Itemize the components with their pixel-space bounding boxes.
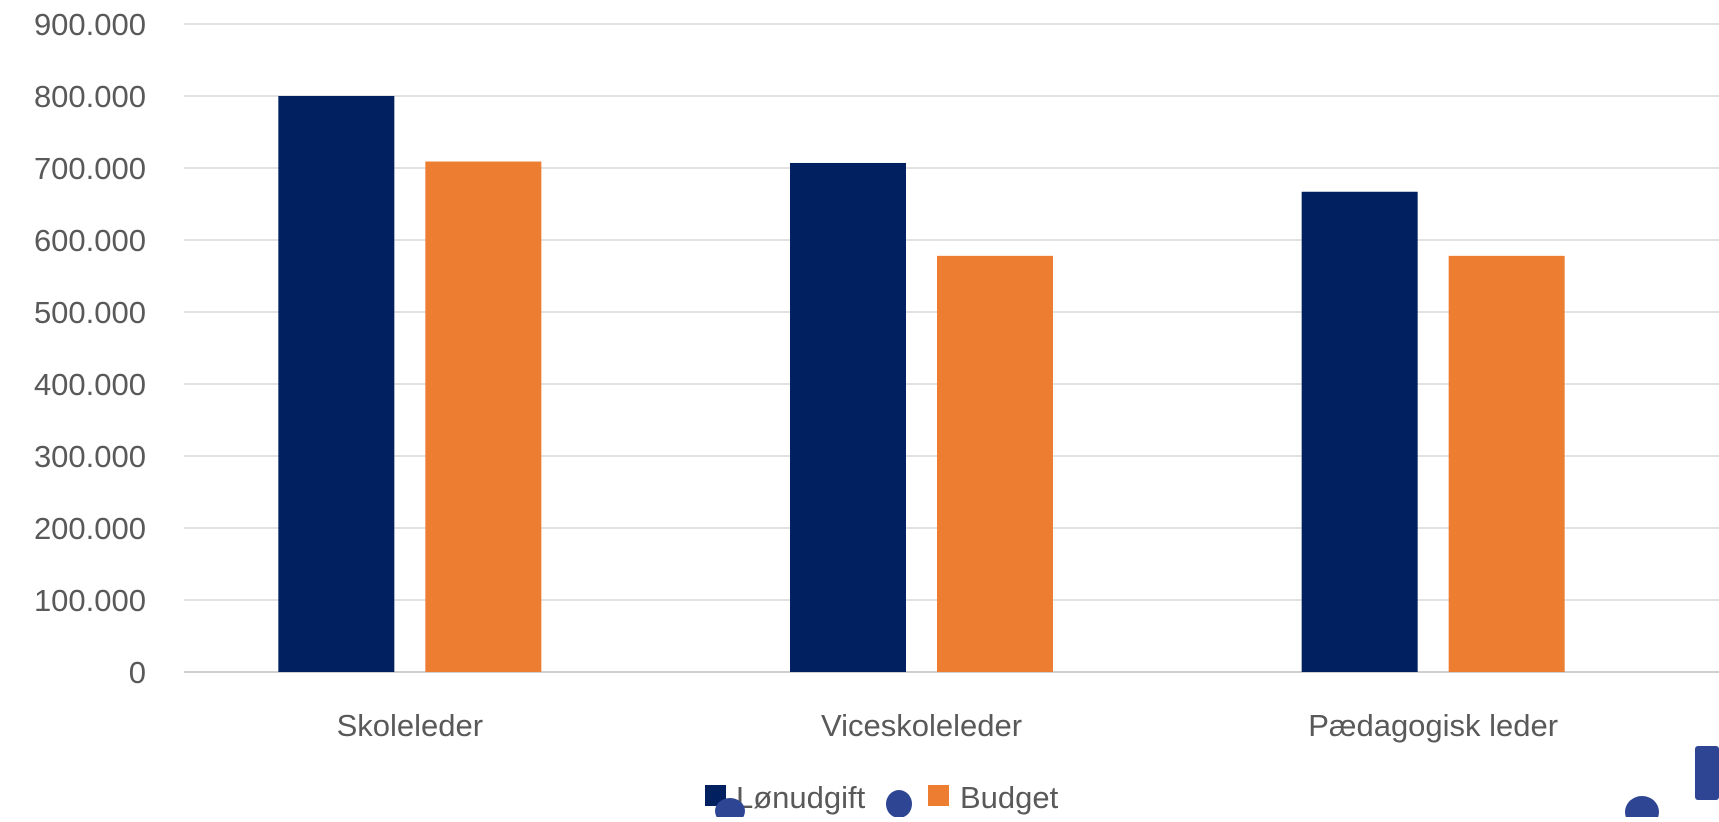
- x-category-label: Skoleleder: [337, 708, 483, 743]
- bar-lonudgift-2: [1301, 191, 1418, 672]
- decor-blob-left: [715, 798, 745, 822]
- decor-blob-right: [1625, 796, 1659, 822]
- bar-budget-0: [425, 161, 542, 672]
- y-tick-label: 500.000: [34, 295, 146, 330]
- y-tick-label: 700.000: [34, 151, 146, 186]
- bar-lonudgift-0: [278, 96, 395, 672]
- bars: [278, 96, 1565, 672]
- legend-label-budget: Budget: [960, 780, 1059, 815]
- legend: Lønudgift Budget: [705, 780, 1059, 815]
- y-tick-label: 100.000: [34, 583, 146, 618]
- decor-shape-corner: [1695, 746, 1719, 800]
- bar-lonudgift-1: [790, 162, 906, 672]
- legend-swatch-budget: [928, 785, 949, 806]
- y-tick-label: 200.000: [34, 511, 146, 546]
- bar-budget-1: [937, 255, 1053, 672]
- y-tick-label: 300.000: [34, 439, 146, 474]
- decor-blob-center: [886, 790, 912, 818]
- bar-budget-2: [1448, 255, 1565, 672]
- y-tick-label: 400.000: [34, 367, 146, 402]
- x-axis-category-labels: Skoleleder Viceskoleleder Pædagogisk leder: [337, 708, 1559, 743]
- y-tick-label: 900.000: [34, 7, 146, 42]
- background-decoration: [715, 746, 1719, 822]
- x-category-label: Pædagogisk leder: [1308, 708, 1558, 743]
- y-tick-label: 0: [129, 655, 146, 690]
- legend-label-lonudgift: Lønudgift: [736, 780, 866, 815]
- legend-swatch-lonudgift: [705, 785, 726, 806]
- y-tick-label: 800.000: [34, 79, 146, 114]
- y-tick-label: 600.000: [34, 223, 146, 258]
- x-category-label: Viceskoleleder: [821, 708, 1022, 743]
- y-axis-tick-labels: 0 100.000 200.000 300.000 400.000 500.000 600.…: [34, 7, 146, 690]
